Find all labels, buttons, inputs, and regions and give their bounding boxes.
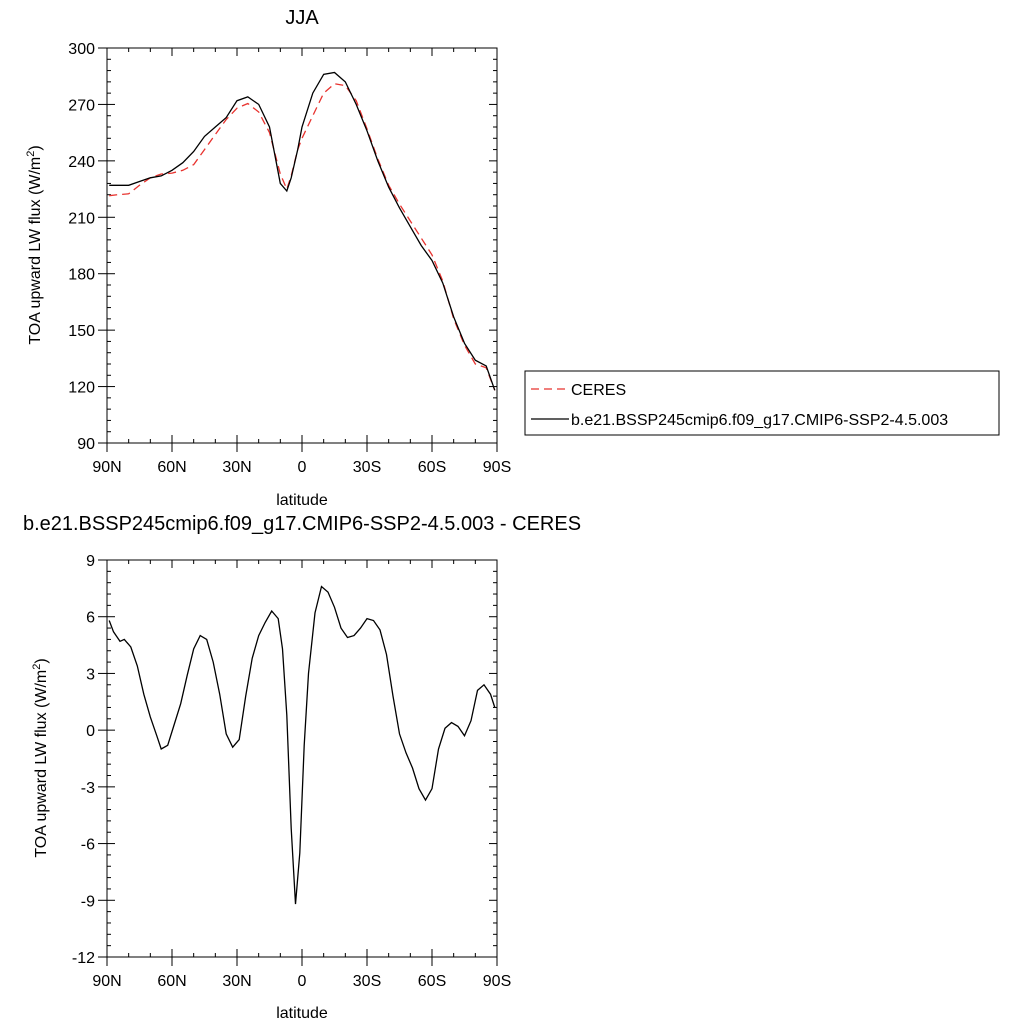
y-axis-label-superscript: 2 [31, 664, 43, 670]
y-tick-label: 90 [77, 436, 95, 453]
x-tick-label: 0 [298, 973, 307, 990]
y-tick-label: 6 [86, 610, 95, 627]
y-tick-label: 240 [68, 154, 95, 171]
x-tick-label: 30N [222, 973, 251, 990]
chart-panel-2: b.e21.BSSP245cmip6.f09_g17.CMIP6-SSP2-4.… [23, 513, 581, 1022]
x-tick-label: 90N [92, 973, 121, 990]
y-axis-label-superscript: 2 [25, 151, 37, 157]
y-axis-label-main: TOA upward LW flux (W/m [27, 157, 44, 345]
y-tick-label: 3 [86, 666, 95, 683]
y-axis-label: TOA upward LW flux (W/m2) [31, 658, 50, 857]
y-tick-label: -6 [81, 837, 95, 854]
x-axis-label: latitude [276, 1005, 328, 1022]
y-axis-label: TOA upward LW flux (W/m2) [25, 145, 44, 344]
y-tick-label: 270 [68, 97, 95, 114]
y-tick-label: 210 [68, 210, 95, 227]
x-tick-label: 90N [92, 459, 121, 476]
legend-label: CERES [571, 382, 626, 399]
chart-panel-1: JJA 90 120 150 180 210 240 270 300 90N 60N 30N 0 30S 6… [25, 7, 1000, 509]
x-tick-label: 0 [298, 459, 307, 476]
y-tick-label: 9 [86, 553, 95, 570]
x-tick-label: 90S [483, 459, 511, 476]
legend: CERES b.e21.BSSP245cmip6.f09_g17.CMIP6-SS… [524, 370, 1000, 436]
y-tick-label: -3 [81, 780, 95, 797]
plot-frame [106, 559, 498, 958]
legend-label: b.e21.BSSP245cmip6.f09_g17.CMIP6-SSP2-4.… [571, 412, 948, 429]
y-axis-label-tail: ) [33, 658, 50, 663]
legend-box [524, 370, 1000, 436]
x-tick-label: 90S [483, 973, 511, 990]
chart-title: b.e21.BSSP245cmip6.f09_g17.CMIP6-SSP2-4.… [23, 513, 581, 535]
chart-title: JJA [285, 7, 319, 29]
x-tick-label: 30S [353, 973, 381, 990]
series-line-b-e21-bssp245cmip6-f09-g17-cmi [109, 71, 496, 391]
x-tick-label: 30S [353, 459, 381, 476]
y-tick-label: 0 [86, 723, 95, 740]
x-tick-label: 60S [418, 459, 446, 476]
x-tick-label: 60N [157, 973, 186, 990]
y-tick-label: 180 [68, 267, 95, 284]
plot-frame [106, 47, 498, 444]
x-tick-label: 60N [157, 459, 186, 476]
series-line-difference [108, 585, 496, 905]
y-tick-label: -12 [72, 950, 95, 967]
y-tick-label: 120 [68, 380, 95, 397]
y-axis-label-main: TOA upward LW flux (W/m [33, 670, 50, 858]
y-tick-label: -9 [81, 893, 95, 910]
x-tick-label: 60S [418, 973, 446, 990]
y-tick-label: 300 [68, 41, 95, 58]
x-tick-label: 30N [222, 459, 251, 476]
x-axis-label: latitude [276, 492, 328, 509]
y-tick-label: 150 [68, 323, 95, 340]
y-axis-label-tail: ) [27, 145, 44, 150]
